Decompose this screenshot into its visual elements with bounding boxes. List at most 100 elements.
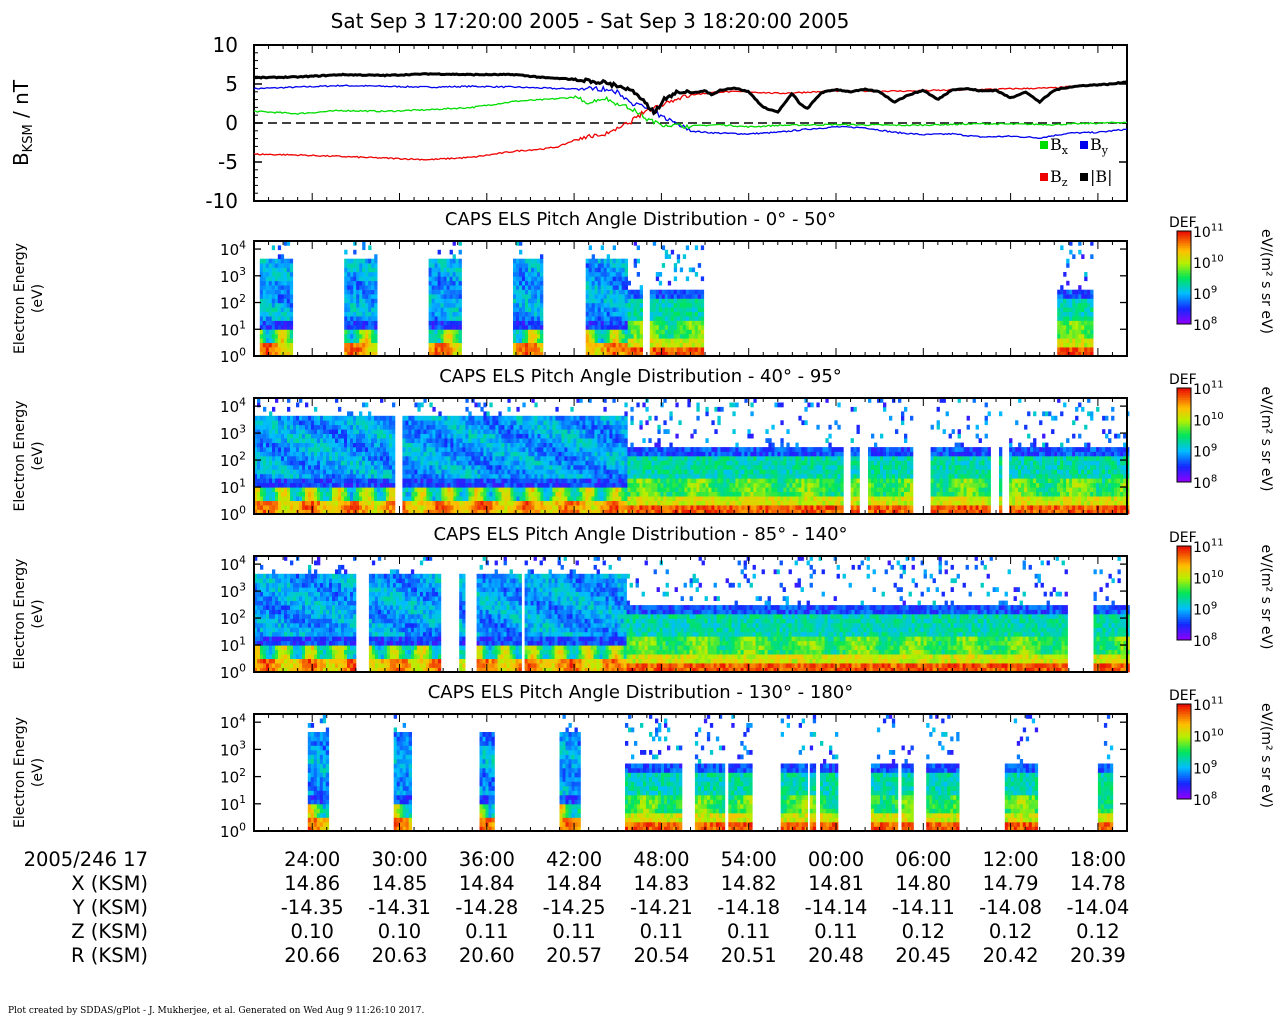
spectrogram-cell: [302, 505, 306, 510]
spectrogram-cell: [431, 307, 435, 312]
spectrogram-cell: [266, 456, 270, 461]
spectrogram-cell: [477, 473, 481, 479]
spectrogram-cell: [286, 285, 291, 290]
spectrogram-cell: [408, 447, 412, 452]
spectrogram-cell: [281, 424, 285, 430]
spectrogram-cell: [317, 438, 321, 443]
spectrogram-cell: [362, 464, 366, 470]
spectrogram-cell: [344, 415, 348, 421]
spectrogram-cell: [492, 451, 496, 457]
spectrogram-cell: [456, 420, 460, 426]
spectrogram-cell: [655, 307, 660, 312]
spectrogram-cell: [1081, 302, 1085, 308]
spectrogram-cell: [694, 342, 699, 348]
spectrogram-cell: [1060, 298, 1064, 304]
colorbar-segment: [1177, 240, 1191, 244]
spectrogram-cell: [455, 307, 459, 312]
spectrogram-cell: [332, 415, 336, 421]
spectrogram-cell: [528, 289, 532, 295]
spectrogram-cell: [627, 298, 631, 304]
spectrogram-cell: [679, 298, 684, 304]
spectrogram-cell: [347, 307, 351, 312]
spectrogram-cell: [612, 464, 616, 470]
spectrogram-cell: [429, 464, 433, 470]
spectrogram-cell: [455, 298, 459, 304]
spectrogram-cell: [585, 429, 589, 434]
spectrogram-cell: [281, 456, 285, 461]
spectrogram-cell: [477, 420, 481, 426]
spectrogram-cell: [558, 464, 562, 470]
spectrogram-cell: [383, 487, 387, 492]
spectrogram-cell: [283, 276, 288, 282]
spectrogram-cell: [1072, 307, 1076, 312]
colorbar-segment: [1177, 314, 1191, 318]
spectrogram-cell: [455, 280, 459, 286]
spectrogram-cell: [257, 491, 261, 497]
spectrogram-cell: [468, 487, 472, 492]
spectrogram-cell: [1066, 280, 1070, 286]
spectrogram-cell: [450, 491, 454, 497]
spectrogram-cell: [260, 491, 264, 497]
spectrogram-cell: [320, 438, 324, 443]
spectrogram-cell: [458, 276, 462, 282]
spectrogram-cell: [594, 307, 598, 312]
spectrogram-cell: [510, 505, 514, 510]
spectrogram-cell: [257, 424, 261, 430]
spectrogram-cell: [1069, 241, 1073, 246]
spectrogram-cell: [326, 496, 330, 501]
spectrogram-cell: [453, 420, 457, 426]
spectrogram-cell: [594, 500, 598, 506]
spectrogram-cell: [465, 469, 469, 475]
spectrogram-cell: [428, 329, 432, 335]
spectrogram-cell: [477, 478, 481, 484]
spectrogram-cell: [371, 482, 375, 488]
spectrogram-cell: [630, 333, 634, 339]
spectrogram-cell: [272, 496, 276, 501]
spectrogram-cell: [383, 460, 387, 466]
spectrogram-cell: [452, 347, 456, 352]
spectrogram-cell: [465, 487, 469, 492]
spectrogram-cell: [679, 329, 684, 335]
spectrogram-cell: [405, 500, 409, 506]
spectrogram-cell: [694, 316, 699, 321]
spectrogram-cell: [308, 442, 312, 448]
spectrogram-cell: [453, 473, 457, 479]
spectrogram-cell: [308, 424, 312, 430]
spectrogram-cell: [335, 482, 339, 488]
spectrogram-cell: [652, 342, 657, 348]
spectrogram-cell: [431, 289, 435, 295]
spectrogram-cell: [431, 263, 435, 268]
spectrogram-cell: [694, 338, 699, 343]
spectrogram-cell: [386, 451, 390, 457]
spectrogram-cell: [429, 482, 433, 488]
spectrogram-cell: [525, 487, 529, 492]
spectrogram-cell: [368, 469, 372, 475]
spectrogram-cell: [561, 456, 565, 461]
spectrogram-cell: [290, 429, 294, 434]
spectrogram-cell: [618, 333, 622, 339]
spectrogram-cell: [420, 402, 424, 408]
spectrogram-cell: [1078, 294, 1082, 299]
spectrogram-cell: [588, 320, 592, 326]
spectrogram-cell: [636, 245, 640, 251]
spectrogram-cell: [492, 505, 496, 510]
spectrogram-cell: [612, 491, 616, 497]
spectrogram-cell: [289, 351, 294, 357]
spectrogram-cell: [356, 473, 360, 479]
spectrogram-cell: [673, 329, 678, 335]
spectrogram-cell: [338, 433, 342, 439]
spectrogram-cell: [435, 491, 439, 497]
spectrogram-cell: [670, 325, 675, 330]
spectrogram-cell: [516, 496, 520, 501]
spectrogram-cell: [353, 442, 357, 448]
spectrogram-cell: [474, 424, 478, 430]
spectrogram-cell: [335, 478, 339, 484]
spectrogram-cell: [371, 280, 375, 286]
spectrogram-cell: [374, 491, 378, 497]
spectrogram-cell: [365, 351, 369, 357]
spectrogram-cell: [423, 500, 427, 506]
spectrogram-cell: [323, 500, 327, 506]
spectrogram-cell: [474, 420, 478, 426]
spectrogram-cell: [434, 280, 438, 286]
spectrogram-cell: [317, 456, 321, 461]
